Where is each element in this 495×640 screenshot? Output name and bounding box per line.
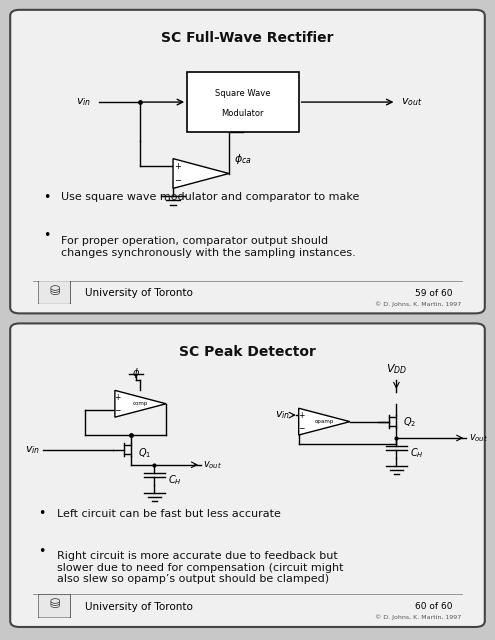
Text: University of Toronto: University of Toronto [85, 288, 193, 298]
Polygon shape [115, 390, 166, 417]
Text: Left circuit can be fast but less accurate: Left circuit can be fast but less accura… [57, 509, 281, 519]
Text: $v_{in}$: $v_{in}$ [25, 444, 41, 456]
Text: $C_H$: $C_H$ [410, 446, 424, 460]
Text: −: − [174, 177, 181, 186]
Bar [187, 72, 298, 132]
Text: Right circuit is more accurate due to feedback but
slower due to need for compen: Right circuit is more accurate due to fe… [57, 551, 343, 584]
Text: SC Peak Detector: SC Peak Detector [179, 345, 316, 358]
Text: $v_{in}$: $v_{in}$ [275, 409, 291, 421]
Text: −: − [114, 406, 120, 415]
Text: $Q_2$: $Q_2$ [403, 415, 417, 429]
Text: Modulator: Modulator [222, 109, 264, 118]
Text: $\phi_{ca}$: $\phi_{ca}$ [234, 152, 251, 166]
Text: SC Full-Wave Rectifier: SC Full-Wave Rectifier [161, 31, 334, 45]
Text: −: − [298, 424, 304, 433]
Text: $v_{out}$: $v_{out}$ [401, 96, 423, 108]
Text: •: • [43, 230, 50, 243]
Text: comp: comp [133, 401, 148, 406]
Text: +: + [114, 393, 120, 402]
Text: 59 of 60: 59 of 60 [415, 289, 452, 298]
Polygon shape [173, 159, 229, 188]
Text: opamp: opamp [315, 419, 334, 424]
Text: © D. Johns, K. Martin, 1997: © D. Johns, K. Martin, 1997 [375, 614, 461, 620]
Text: •: • [38, 545, 46, 557]
FancyBboxPatch shape [10, 323, 485, 627]
Text: $v_{out}$: $v_{out}$ [203, 459, 222, 470]
Text: $v_{in}$: $v_{in}$ [77, 96, 92, 108]
Polygon shape [298, 408, 350, 435]
Text: +: + [174, 161, 181, 171]
Text: $\phi$: $\phi$ [132, 365, 140, 380]
Text: © D. Johns, K. Martin, 1997: © D. Johns, K. Martin, 1997 [375, 301, 461, 307]
Text: $C_H$: $C_H$ [168, 473, 182, 486]
Text: +: + [298, 411, 304, 420]
Text: $v_{out}$: $v_{out}$ [468, 432, 488, 444]
Text: For proper operation, comparator output should
changes synchronously with the sa: For proper operation, comparator output … [61, 236, 356, 257]
Text: 60 of 60: 60 of 60 [415, 602, 452, 611]
FancyBboxPatch shape [10, 10, 485, 314]
Text: $V_{DD}$: $V_{DD}$ [386, 363, 407, 376]
Text: University of Toronto: University of Toronto [85, 602, 193, 612]
Text: •: • [43, 191, 50, 204]
Text: Square Wave: Square Wave [215, 89, 271, 98]
Text: Use square wave modulator and comparator to make: Use square wave modulator and comparator… [61, 192, 360, 202]
Text: $Q_1$: $Q_1$ [138, 446, 151, 460]
Text: •: • [38, 508, 46, 520]
